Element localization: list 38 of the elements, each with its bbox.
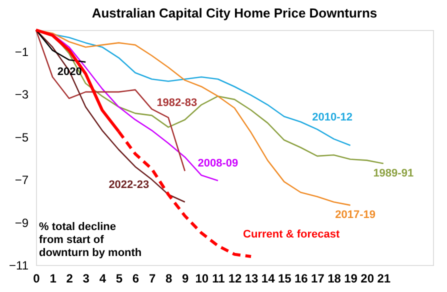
x-tick-label: 18 <box>328 272 342 286</box>
series-label: 1982-83 <box>156 97 198 109</box>
y-tick-label: −7 <box>14 173 29 188</box>
x-tick-label: 12 <box>228 272 242 286</box>
x-tick-label: 11 <box>212 272 226 286</box>
x-tick-label: 0 <box>33 272 40 286</box>
x-tick-label: 17 <box>311 272 325 286</box>
x-tick-label: 16 <box>294 272 308 286</box>
x-tick-label: 3 <box>82 272 90 286</box>
x-tick-label: 15 <box>278 272 292 286</box>
y-tick-label: −1 <box>14 44 29 59</box>
x-tick-label: 7 <box>148 272 156 286</box>
series-label: 2022-23 <box>108 178 150 191</box>
y-tick-label: −11 <box>9 258 29 272</box>
x-tick-label: 9 <box>182 272 190 286</box>
x-tick-label: 6 <box>132 272 140 286</box>
y-tick-label: −3 <box>14 88 29 102</box>
x-tick-label: 1 <box>50 272 57 286</box>
x-tick-label: 14 <box>261 272 276 286</box>
x-tick-label: 8 <box>165 272 172 286</box>
annotation: % total decline from start of downturn by month <box>39 221 142 259</box>
series-label: Current & forecast <box>243 228 340 240</box>
y-tick-label: −5 <box>14 130 29 144</box>
line-series <box>35 29 86 63</box>
x-tick-label: 19 <box>344 272 358 286</box>
chart-title: Australian Capital City Home Price Downturns <box>92 6 378 20</box>
y-tick-label: −9 <box>14 216 29 230</box>
x-tick-label: 20 <box>360 272 374 286</box>
x-tick-label: 13 <box>244 272 259 286</box>
series-label: 2010-12 <box>312 111 352 124</box>
series-label: 1989-91 <box>373 168 414 180</box>
x-tick-label: 5 <box>116 272 123 286</box>
x-tick-label: 10 <box>195 272 209 286</box>
series-label: 2017-19 <box>335 209 376 222</box>
x-tick-label: 4 <box>99 272 106 286</box>
x-tick-label: 2 <box>66 272 74 286</box>
series-label: 2008-09 <box>198 158 238 170</box>
x-tick-label: 21 <box>377 272 391 286</box>
